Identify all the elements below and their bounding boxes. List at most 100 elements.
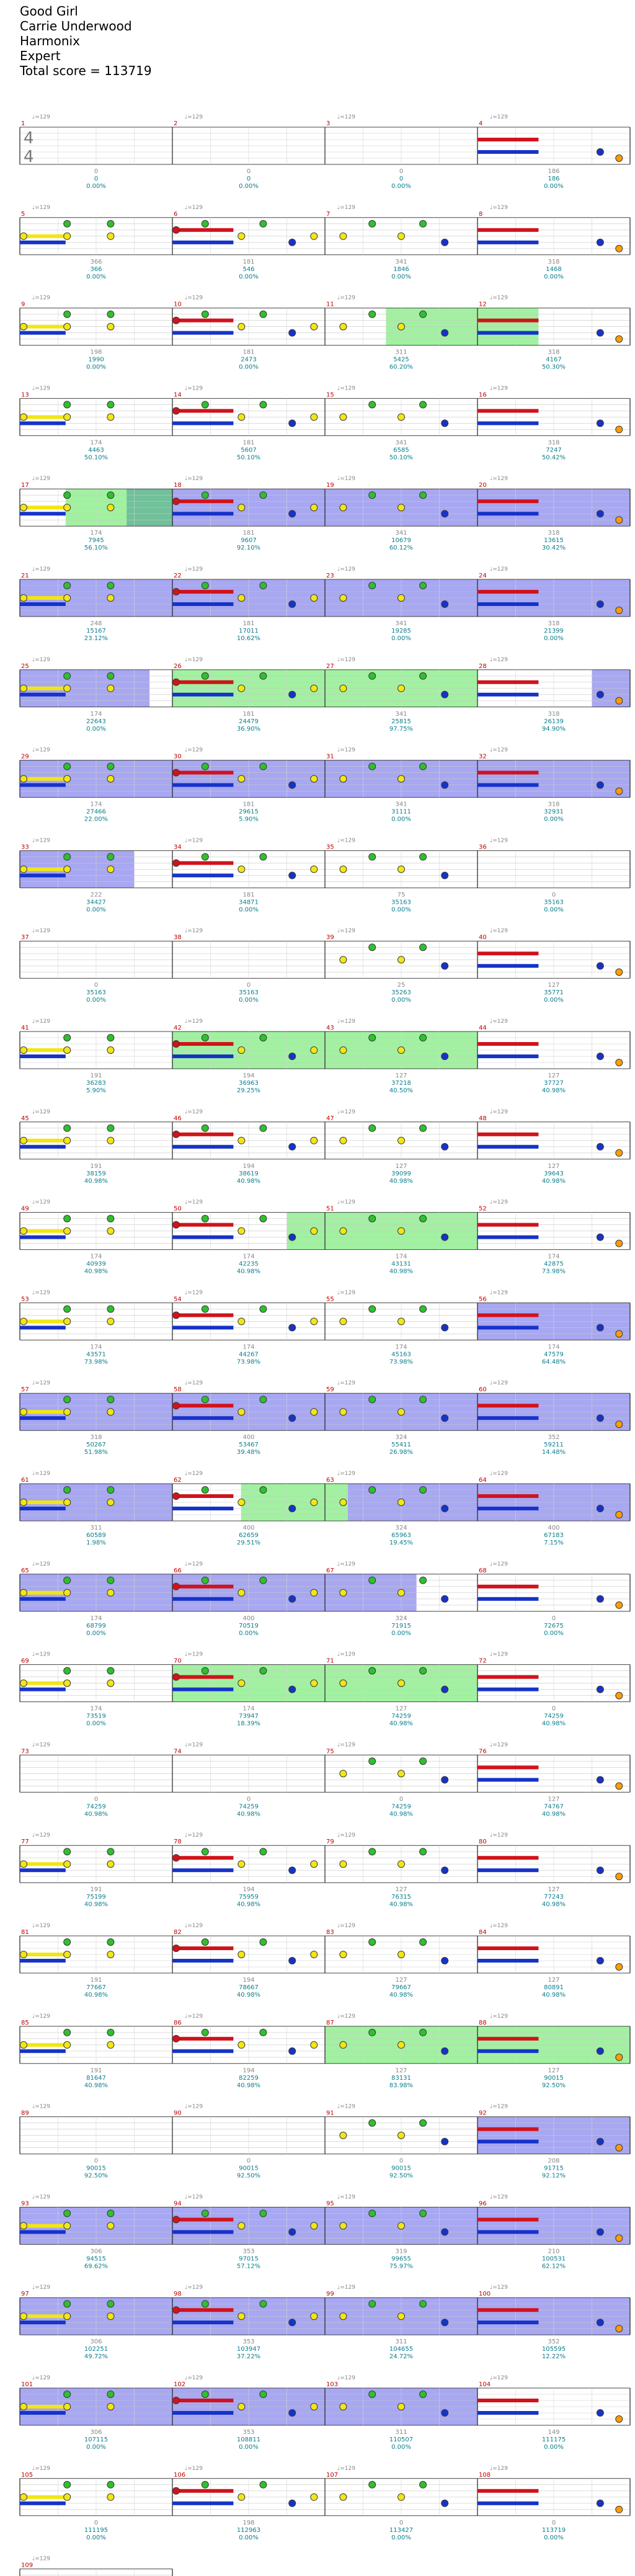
measure-number: 4	[479, 120, 482, 127]
gem-note	[310, 1860, 318, 1868]
measure-note-score: 0	[399, 168, 403, 175]
overdrive-percent: 26.98%	[389, 1449, 413, 1456]
overdrive-percent: 40.98%	[84, 1178, 108, 1185]
cumulative-score: 17011	[239, 628, 259, 635]
gem-note	[368, 491, 376, 499]
cumulative-score: 366	[90, 266, 102, 273]
overdrive-percent: 0.00%	[391, 1630, 411, 1637]
sustain-tail	[20, 2411, 66, 2415]
measure-number: 18	[174, 482, 182, 489]
measure-note-score: 210	[548, 2248, 559, 2255]
overdrive-percent: 24.72%	[389, 2353, 413, 2360]
gem-note	[63, 1305, 71, 1313]
tempo-marking: ♩=129	[337, 1380, 355, 1386]
measure-number: 68	[479, 1567, 487, 1574]
gem-note	[259, 491, 267, 499]
cumulative-score: 78667	[239, 1984, 259, 1991]
measure-note-score: 174	[242, 1706, 254, 1713]
measure-number: 49	[21, 1206, 29, 1213]
cumulative-score: 35163	[86, 989, 106, 996]
gem-note	[397, 2041, 405, 2049]
cumulative-score: 0	[94, 176, 98, 182]
cumulative-score: 100531	[542, 2255, 566, 2262]
overdrive-percent: 50.30%	[542, 364, 566, 371]
gem-note	[63, 2209, 71, 2217]
gem-note	[107, 413, 115, 421]
gem-note	[238, 1408, 246, 1416]
song-header: Good Girl Carrie Underwood Harmonix Expe…	[20, 4, 152, 78]
gem-note	[63, 582, 71, 589]
gem-note	[441, 1324, 449, 1332]
sustain-tail	[477, 2501, 539, 2505]
gem-note	[238, 2041, 246, 2049]
overdrive-percent: 0.00%	[544, 635, 564, 642]
tempo-marking: ♩=129	[337, 205, 355, 211]
gem-note	[63, 220, 71, 228]
sustain-tail	[20, 1681, 66, 1685]
measure-number: 55	[326, 1296, 334, 1303]
tempo-marking: ♩=129	[490, 1742, 508, 1748]
measure-number: 82	[174, 1929, 182, 1936]
sustain-tail	[477, 228, 539, 232]
measure-note-score: 191	[90, 2067, 102, 2074]
measure-note-score: 341	[395, 711, 407, 718]
cumulative-score: 35163	[391, 899, 411, 906]
tempo-marking: ♩=129	[490, 1380, 508, 1386]
gem-note	[368, 1305, 376, 1313]
gem-note	[397, 1679, 405, 1687]
measure-number: 66	[174, 1567, 182, 1574]
gem-note	[397, 2403, 405, 2410]
measure-number: 1	[21, 120, 25, 127]
measure-note-score: 174	[242, 1344, 254, 1350]
sustain-tail	[20, 1953, 66, 1956]
gem-note	[238, 504, 246, 512]
tempo-marking: ♩=129	[185, 385, 203, 391]
measure-number: 32	[479, 754, 487, 760]
gem-note	[20, 1679, 27, 1687]
cumulative-score: 21399	[544, 628, 564, 635]
gem-note	[20, 2312, 27, 2320]
gem-note	[368, 2391, 376, 2398]
measure-note-score: 194	[242, 1072, 254, 1079]
measure-number: 59	[326, 1386, 334, 1393]
gem-note	[238, 865, 246, 873]
measure-note-score: 341	[395, 259, 407, 265]
gem-note	[20, 2493, 27, 2501]
overdrive-percent: 0.00%	[239, 274, 259, 280]
gem-note	[107, 1317, 115, 1326]
measure-number: 56	[479, 1296, 487, 1303]
gem-note	[339, 2403, 347, 2410]
tempo-marking: ♩=129	[490, 837, 508, 844]
measure-note-score: 194	[242, 1977, 254, 1984]
sustain-tail	[20, 1597, 66, 1601]
cumulative-score: 62659	[239, 1532, 259, 1539]
gem-note	[107, 401, 115, 409]
measure-number: 89	[21, 2110, 29, 2117]
gem-note	[107, 1136, 115, 1144]
measure-note-score: 198	[90, 349, 102, 356]
sustain-tail	[20, 2405, 66, 2409]
cumulative-score: 68799	[86, 1623, 106, 1629]
tempo-marking: ♩=129	[185, 566, 203, 573]
gem-note	[63, 323, 71, 331]
measure-number: 84	[479, 1929, 487, 1936]
overdrive-percent: 40.98%	[542, 1992, 566, 1999]
gem-note	[615, 1239, 623, 1247]
gem-note	[172, 1130, 180, 1138]
gem-note	[310, 594, 318, 602]
gem-note	[63, 504, 71, 512]
sustain-tail	[172, 692, 234, 697]
gem-note	[201, 1848, 209, 1856]
overdrive-percent: 0.00%	[86, 1630, 106, 1637]
gem-note	[107, 1848, 115, 1856]
gem-note	[238, 1136, 246, 1144]
measure-number: 28	[479, 663, 487, 670]
cumulative-score: 186	[548, 176, 559, 182]
gem-note	[339, 1499, 347, 1506]
sustain-tail	[477, 1778, 539, 1782]
gem-note	[596, 1866, 604, 1874]
overdrive-percent: 0.00%	[239, 1630, 259, 1637]
cumulative-score: 31111	[391, 809, 411, 816]
gem-note	[20, 1589, 27, 1597]
gem-note	[310, 865, 318, 873]
